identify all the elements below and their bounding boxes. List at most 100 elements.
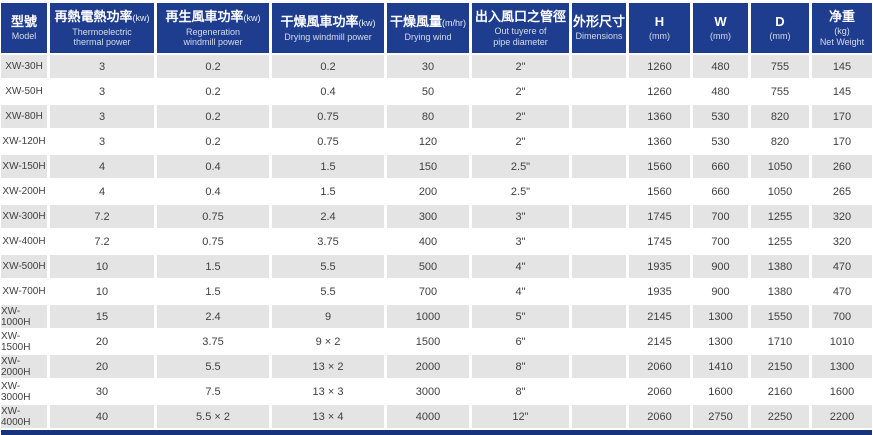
header-en: Drying wind	[404, 31, 452, 42]
cell-w: 1300	[693, 330, 748, 353]
cell-regeneration-power: 0.75	[157, 205, 269, 228]
cell-regeneration-power: 0.2	[157, 130, 269, 153]
cell-regeneration-power: 3.75	[157, 330, 269, 353]
cell-d: 820	[751, 130, 809, 153]
cell-dimensions	[572, 330, 626, 353]
header-en: Dimensions	[575, 31, 623, 42]
table-row: XW-400H 7.2 0.75 3.75 400 3" 1745 700 12…	[1, 230, 872, 253]
table-row: XW-3000H 30 7.5 13 × 3 3000 8" 2060 1600…	[1, 380, 872, 403]
table-row: XW-1000H 15 2.4 9 1000 5" 2145 1300 1550…	[1, 305, 872, 328]
cell-drying-wind: 200	[387, 180, 469, 203]
table-row: XW-30H 3 0.2 0.2 30 2" 1260 480 755 145	[1, 55, 872, 78]
header-en: (mm)	[769, 31, 791, 42]
cell-w: 2750	[693, 405, 748, 428]
cell-w: 1300	[693, 305, 748, 328]
cell-net-weight: 1300	[812, 355, 872, 378]
header-en: Regeneration windmill power	[183, 26, 243, 48]
cell-net-weight: 470	[812, 255, 872, 278]
cell-model: XW-3000H	[1, 380, 47, 403]
cell-d: 2250	[751, 405, 809, 428]
cell-dimensions	[572, 355, 626, 378]
cell-pipe-diameter: 4"	[472, 280, 569, 303]
cell-drying-windmill-power: 2.4	[272, 205, 384, 228]
cell-h: 2060	[629, 355, 690, 378]
cell-drying-wind: 50	[387, 80, 469, 103]
cell-model: XW-4000H	[1, 405, 47, 428]
cell-thermoelectric-power: 3	[50, 105, 154, 128]
header-zh: 再生風車功率(kw)	[165, 8, 261, 24]
header-zh: 出入風口之管徑	[474, 9, 566, 24]
cell-thermoelectric-power: 10	[50, 280, 154, 303]
cell-h: 2060	[629, 405, 690, 428]
cell-model: XW-80H	[1, 105, 47, 128]
cell-model: XW-700H	[1, 280, 47, 303]
cell-model: XW-1500H	[1, 330, 47, 353]
header-zh: W	[714, 14, 727, 30]
cell-h: 1360	[629, 105, 690, 128]
cell-drying-windmill-power: 9 × 2	[272, 330, 384, 353]
cell-thermoelectric-power: 15	[50, 305, 154, 328]
cell-drying-wind: 4000	[387, 405, 469, 428]
cell-net-weight: 265	[812, 180, 872, 203]
cell-drying-wind: 30	[387, 55, 469, 78]
cell-drying-windmill-power: 0.75	[272, 105, 384, 128]
header-en: (kg) Net Weight	[819, 26, 865, 47]
cell-w: 530	[693, 105, 748, 128]
cell-pipe-diameter: 3"	[472, 230, 569, 253]
cell-dimensions	[572, 130, 626, 153]
cell-thermoelectric-power: 3	[50, 55, 154, 78]
table-row: XW-120H 3 0.2 0.75 120 2" 1360 530 820 1…	[1, 130, 872, 153]
cell-drying-windmill-power: 13 × 4	[272, 405, 384, 428]
header-en: (mm)	[649, 31, 670, 42]
header-cell-model: 型號 Model	[1, 3, 47, 53]
cell-drying-windmill-power: 0.75	[272, 130, 384, 153]
cell-pipe-diameter: 2"	[472, 130, 569, 153]
cell-dimensions	[572, 155, 626, 178]
cell-w: 660	[693, 155, 748, 178]
cell-dimensions	[572, 255, 626, 278]
cell-drying-wind: 300	[387, 205, 469, 228]
cell-pipe-diameter: 5"	[472, 305, 569, 328]
cell-drying-windmill-power: 3.75	[272, 230, 384, 253]
cell-drying-wind: 400	[387, 230, 469, 253]
cell-drying-windmill-power: 13 × 3	[272, 380, 384, 403]
cell-thermoelectric-power: 4	[50, 155, 154, 178]
cell-drying-windmill-power: 0.2	[272, 55, 384, 78]
cell-h: 1745	[629, 205, 690, 228]
cell-h: 1260	[629, 80, 690, 103]
cell-model: XW-30H	[1, 55, 47, 78]
cell-thermoelectric-power: 7.2	[50, 205, 154, 228]
cell-regeneration-power: 1.5	[157, 255, 269, 278]
cell-drying-wind: 700	[387, 280, 469, 303]
cell-thermoelectric-power: 20	[50, 355, 154, 378]
header-en: Out tuyere of pipe diameter	[493, 26, 548, 47]
cell-net-weight: 145	[812, 80, 872, 103]
unit-label: (kw)	[243, 12, 261, 23]
cell-w: 700	[693, 230, 748, 253]
header-zh: 外形尺寸	[572, 14, 625, 30]
cell-thermoelectric-power: 4	[50, 180, 154, 203]
cell-net-weight: 470	[812, 280, 872, 303]
cell-w: 700	[693, 205, 748, 228]
cell-net-weight: 145	[812, 55, 872, 78]
cell-w: 480	[693, 80, 748, 103]
cell-d: 755	[751, 55, 809, 78]
cell-w: 1600	[693, 380, 748, 403]
cell-regeneration-power: 0.2	[157, 105, 269, 128]
cell-h: 1260	[629, 55, 690, 78]
cell-d: 1255	[751, 230, 809, 253]
cell-thermoelectric-power: 20	[50, 330, 154, 353]
cell-h: 1935	[629, 280, 690, 303]
unit-label: (m/hr)	[442, 17, 466, 28]
bottom-accent-bar	[1, 430, 872, 435]
cell-drying-windmill-power: 1.5	[272, 180, 384, 203]
cell-thermoelectric-power: 40	[50, 405, 154, 428]
cell-thermoelectric-power: 3	[50, 80, 154, 103]
unit-label: (kw)	[132, 12, 150, 23]
cell-net-weight: 170	[812, 130, 872, 153]
header-zh: 净重	[828, 9, 855, 24]
header-zh: D	[775, 14, 785, 30]
cell-w: 1410	[693, 355, 748, 378]
cell-dimensions	[572, 80, 626, 103]
